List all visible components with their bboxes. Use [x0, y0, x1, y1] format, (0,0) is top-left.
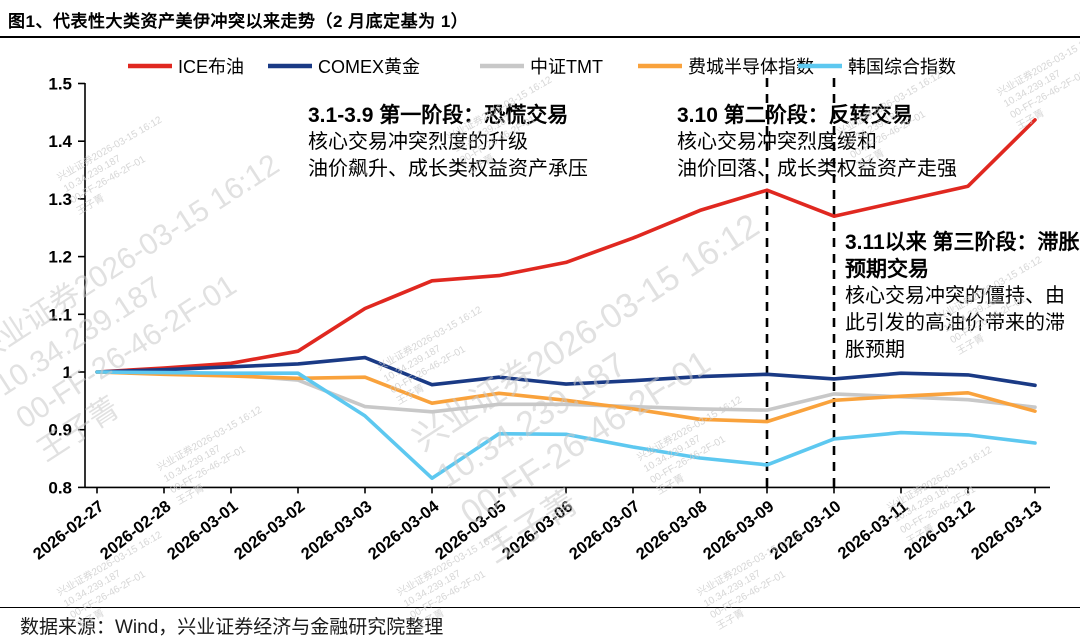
x-tick-label: 2026-03-04	[365, 497, 443, 564]
series-line	[95, 370, 1037, 481]
y-tick-label: 1.3	[48, 190, 72, 209]
y-tick-label: 1.2	[48, 248, 72, 267]
x-tick-label: 2026-03-05	[432, 497, 510, 563]
x-tick-label: 2026-03-01	[164, 497, 242, 563]
data-source-note: 数据来源：Wind，兴业证券经济与金融研究院整理	[20, 617, 444, 638]
legend-label: ICE布油	[178, 57, 244, 77]
annotation-title: 预期交易	[845, 258, 929, 281]
annotation-body-line: 核心交易冲突烈度的升级	[308, 131, 528, 153]
x-tick-label: 2026-03-12	[901, 497, 979, 563]
annotation-phase-3: 3.11以来 第三阶段：滞胀 预期交易 核心交易冲突的僵持、由 此引发的高油价带…	[845, 229, 1080, 364]
x-tick-label: 2026-02-27	[30, 497, 108, 563]
y-tick-label: 1.5	[48, 75, 72, 94]
annotation-phase-2: 3.10 第二阶段：反转交易 核心交易冲突烈度缓和 油价回落、成长类权益资产走强	[677, 102, 957, 183]
annotation-title: 3.1-3.9 第一阶段：恐慌交易	[308, 104, 569, 127]
page-title: 图1、代表性大类资产美伊冲突以来走势（2 月底定基为 1）	[8, 12, 469, 31]
x-tick-label: 2026-03-10	[767, 497, 845, 563]
x-tick-label: 2026-03-11	[835, 497, 912, 563]
y-tick-label: 1	[63, 363, 72, 382]
x-tick-label: 2026-03-09	[700, 497, 778, 563]
footer-divider	[0, 607, 1080, 608]
annotation-body-line: 油价回落、成长类权益资产走强	[677, 158, 957, 180]
x-tick-label: 2026-03-13	[968, 497, 1046, 563]
series-line	[95, 355, 1037, 388]
legend-label: COMEX黄金	[318, 57, 420, 77]
series-line	[95, 370, 1037, 424]
annotation-body-line: 油价飙升、成长类权益资产承压	[308, 158, 588, 180]
x-tick-label: 2026-03-02	[231, 497, 309, 563]
legend-label: 中证TMT	[530, 57, 603, 77]
y-tick-label: 1.1	[48, 305, 72, 324]
annotation-phase-1: 3.1-3.9 第一阶段：恐慌交易 核心交易冲突烈度的升级 油价飙升、成长类权益…	[308, 102, 588, 183]
annotation-body-line: 此引发的高油价带来的滞	[845, 312, 1065, 334]
title-underline	[0, 36, 1080, 38]
x-tick-label: 2026-03-08	[633, 497, 711, 563]
annotation-title: 3.11以来 第三阶段：滞胀	[845, 231, 1080, 254]
y-tick-label: 0.8	[48, 478, 72, 497]
x-tick-label: 2026-02-28	[97, 497, 175, 563]
series-line	[95, 118, 1037, 374]
y-tick-label: 1.4	[48, 132, 72, 151]
x-tick-label: 2026-03-07	[566, 497, 644, 563]
annotation-body-line: 胀预期	[845, 339, 905, 361]
annotation-title: 3.10 第二阶段：反转交易	[677, 104, 913, 127]
x-tick-label: 2026-03-06	[499, 497, 577, 563]
x-tick-label: 2026-03-03	[298, 497, 376, 563]
annotation-body-line: 核心交易冲突的僵持、由	[845, 285, 1065, 307]
legend-label: 费城半导体指数	[688, 57, 814, 77]
legend-label: 韩国综合指数	[848, 57, 956, 77]
y-tick-label: 0.9	[48, 421, 72, 440]
annotation-body-line: 核心交易冲突烈度缓和	[677, 131, 877, 153]
